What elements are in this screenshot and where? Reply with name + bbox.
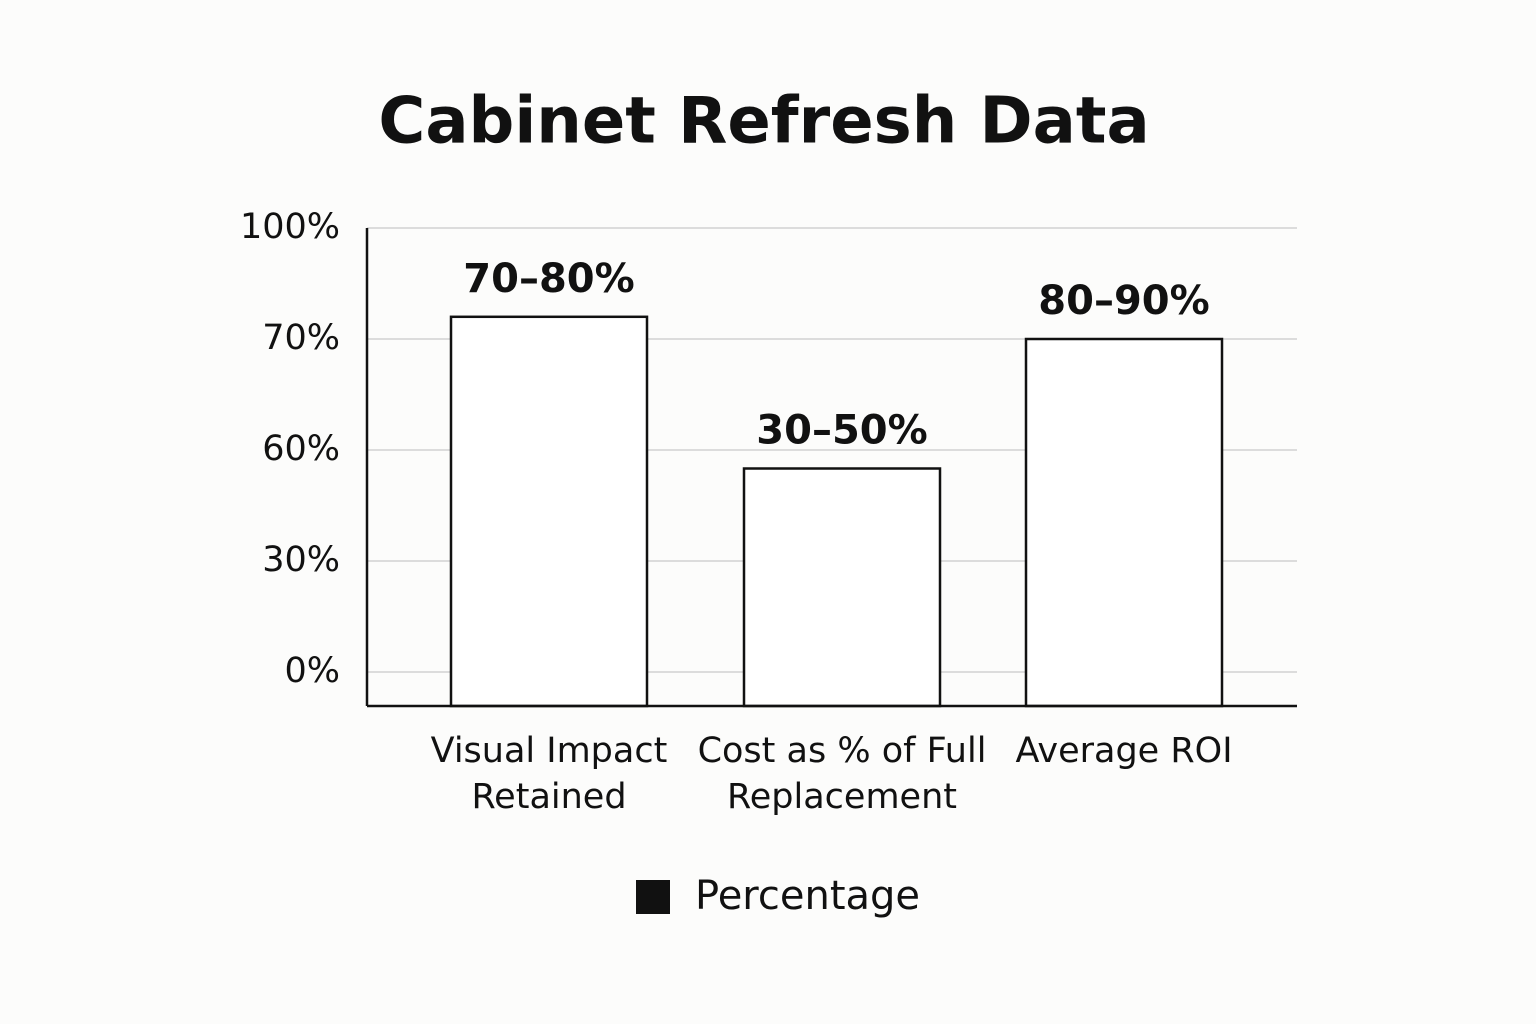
bar-annotation: 70–80% <box>463 256 634 302</box>
bar-annotation: 30–50% <box>756 408 927 454</box>
chart-title: Cabinet Refresh Data <box>378 85 1149 159</box>
y-tick-label: 30% <box>262 540 340 580</box>
x-tick-label: Cost as % of Full Replacement <box>697 731 987 817</box>
y-tick-label: 60% <box>262 429 340 469</box>
bar <box>742 467 942 708</box>
bar-annotation: 80–90% <box>1038 278 1209 324</box>
bar <box>1024 337 1224 708</box>
bar <box>449 315 649 708</box>
x-tick-label: Average ROI <box>1015 731 1233 771</box>
y-tick-label: 0% <box>284 651 340 691</box>
legend-swatch <box>636 880 670 914</box>
legend-label: Percentage <box>695 873 920 919</box>
y-tick-label: 100% <box>240 207 340 247</box>
y-tick-label: 70% <box>262 318 340 358</box>
x-tick-label: Visual Impact Retained <box>430 731 668 817</box>
